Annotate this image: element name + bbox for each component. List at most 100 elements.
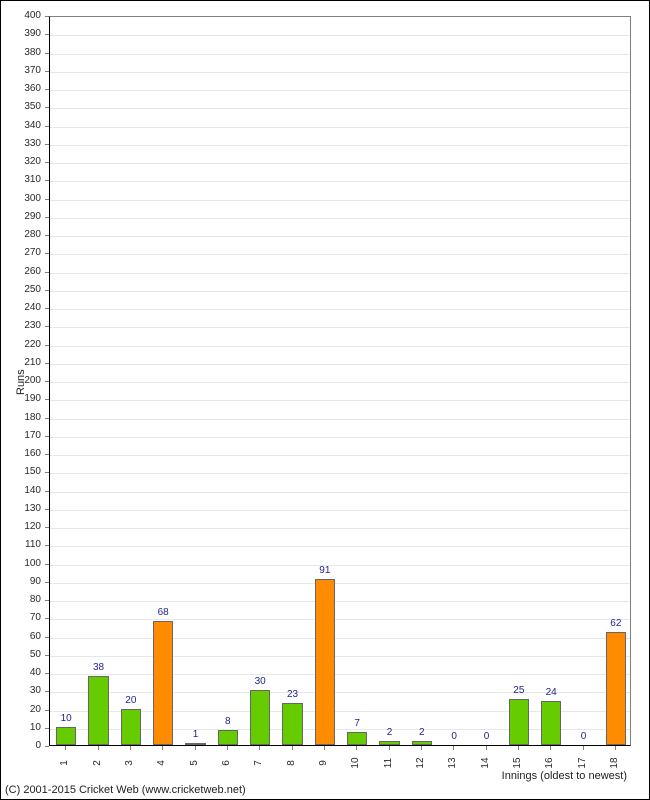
gridline (50, 565, 630, 566)
bar (541, 701, 561, 745)
x-tick-label: 3 (125, 757, 135, 769)
chart-frame: 1038206818302391722002524062 Runs Inning… (0, 0, 650, 800)
y-tick (45, 180, 49, 181)
y-tick-label: 40 (30, 668, 41, 678)
x-tick-label: 9 (319, 757, 329, 769)
y-tick (45, 308, 49, 309)
y-tick-label: 90 (30, 577, 41, 587)
gridline (50, 108, 630, 109)
y-tick-label: 350 (24, 102, 41, 112)
y-tick-label: 290 (24, 212, 41, 222)
y-tick-label: 220 (24, 340, 41, 350)
y-tick-label: 270 (24, 248, 41, 258)
bar (88, 676, 108, 745)
x-tick (550, 746, 551, 750)
gridline (50, 546, 630, 547)
y-tick-label: 100 (24, 559, 41, 569)
x-tick (98, 746, 99, 750)
bar-value-label: 1 (193, 730, 199, 740)
x-tick-label: 14 (481, 757, 491, 769)
x-tick (583, 746, 584, 750)
y-tick (45, 253, 49, 254)
y-tick (45, 399, 49, 400)
x-tick (259, 746, 260, 750)
y-tick-label: 400 (24, 11, 41, 21)
y-tick-label: 330 (24, 139, 41, 149)
x-tick (453, 746, 454, 750)
y-tick-label: 120 (24, 522, 41, 532)
gridline (50, 364, 630, 365)
y-tick-label: 140 (24, 486, 41, 496)
gridline (50, 254, 630, 255)
y-tick-label: 260 (24, 267, 41, 277)
x-tick (486, 746, 487, 750)
bar (347, 732, 367, 745)
gridline (50, 145, 630, 146)
y-tick-label: 190 (24, 394, 41, 404)
bar (56, 727, 76, 745)
y-tick (45, 53, 49, 54)
y-tick (45, 217, 49, 218)
bar-value-label: 68 (158, 608, 169, 618)
bar-value-label: 62 (610, 619, 621, 629)
gridline (50, 510, 630, 511)
y-tick-label: 200 (24, 376, 41, 386)
y-tick (45, 290, 49, 291)
gridline (50, 528, 630, 529)
bar (509, 699, 529, 745)
y-tick-label: 10 (30, 723, 41, 733)
gridline (50, 400, 630, 401)
gridline (50, 346, 630, 347)
y-tick-label: 130 (24, 504, 41, 514)
y-tick-label: 180 (24, 413, 41, 423)
x-tick-label: 1 (60, 757, 70, 769)
y-tick-label: 370 (24, 66, 41, 76)
x-tick-label: 16 (545, 757, 555, 769)
y-tick (45, 564, 49, 565)
y-tick-label: 70 (30, 613, 41, 623)
y-tick (45, 527, 49, 528)
gridline (50, 656, 630, 657)
y-tick (45, 545, 49, 546)
x-tick-label: 11 (384, 757, 394, 769)
x-tick-label: 18 (610, 757, 620, 769)
y-tick (45, 472, 49, 473)
gridline (50, 35, 630, 36)
x-tick-label: 10 (351, 757, 361, 769)
y-tick (45, 89, 49, 90)
gridline (50, 327, 630, 328)
x-tick-label: 17 (578, 757, 588, 769)
y-tick-label: 80 (30, 595, 41, 605)
x-tick (615, 746, 616, 750)
y-tick (45, 728, 49, 729)
bar (185, 743, 205, 745)
gridline (50, 674, 630, 675)
x-tick (389, 746, 390, 750)
x-tick (324, 746, 325, 750)
gridline (50, 619, 630, 620)
bar-value-label: 25 (513, 686, 524, 696)
x-tick (518, 746, 519, 750)
y-tick (45, 381, 49, 382)
x-tick-label: 12 (416, 757, 426, 769)
x-tick-label: 6 (222, 757, 232, 769)
gridline (50, 382, 630, 383)
y-tick (45, 418, 49, 419)
x-tick-label: 7 (254, 757, 264, 769)
y-tick-label: 230 (24, 321, 41, 331)
x-tick-label: 13 (448, 757, 458, 769)
x-tick (356, 746, 357, 750)
gridline (50, 419, 630, 420)
bar-value-label: 10 (61, 714, 72, 724)
y-tick (45, 16, 49, 17)
y-tick (45, 637, 49, 638)
x-tick (65, 746, 66, 750)
x-tick-label: 4 (157, 757, 167, 769)
gridline (50, 309, 630, 310)
y-tick (45, 600, 49, 601)
bar-value-label: 0 (451, 732, 457, 742)
y-tick (45, 710, 49, 711)
gridline (50, 218, 630, 219)
y-tick (45, 34, 49, 35)
gridline (50, 181, 630, 182)
